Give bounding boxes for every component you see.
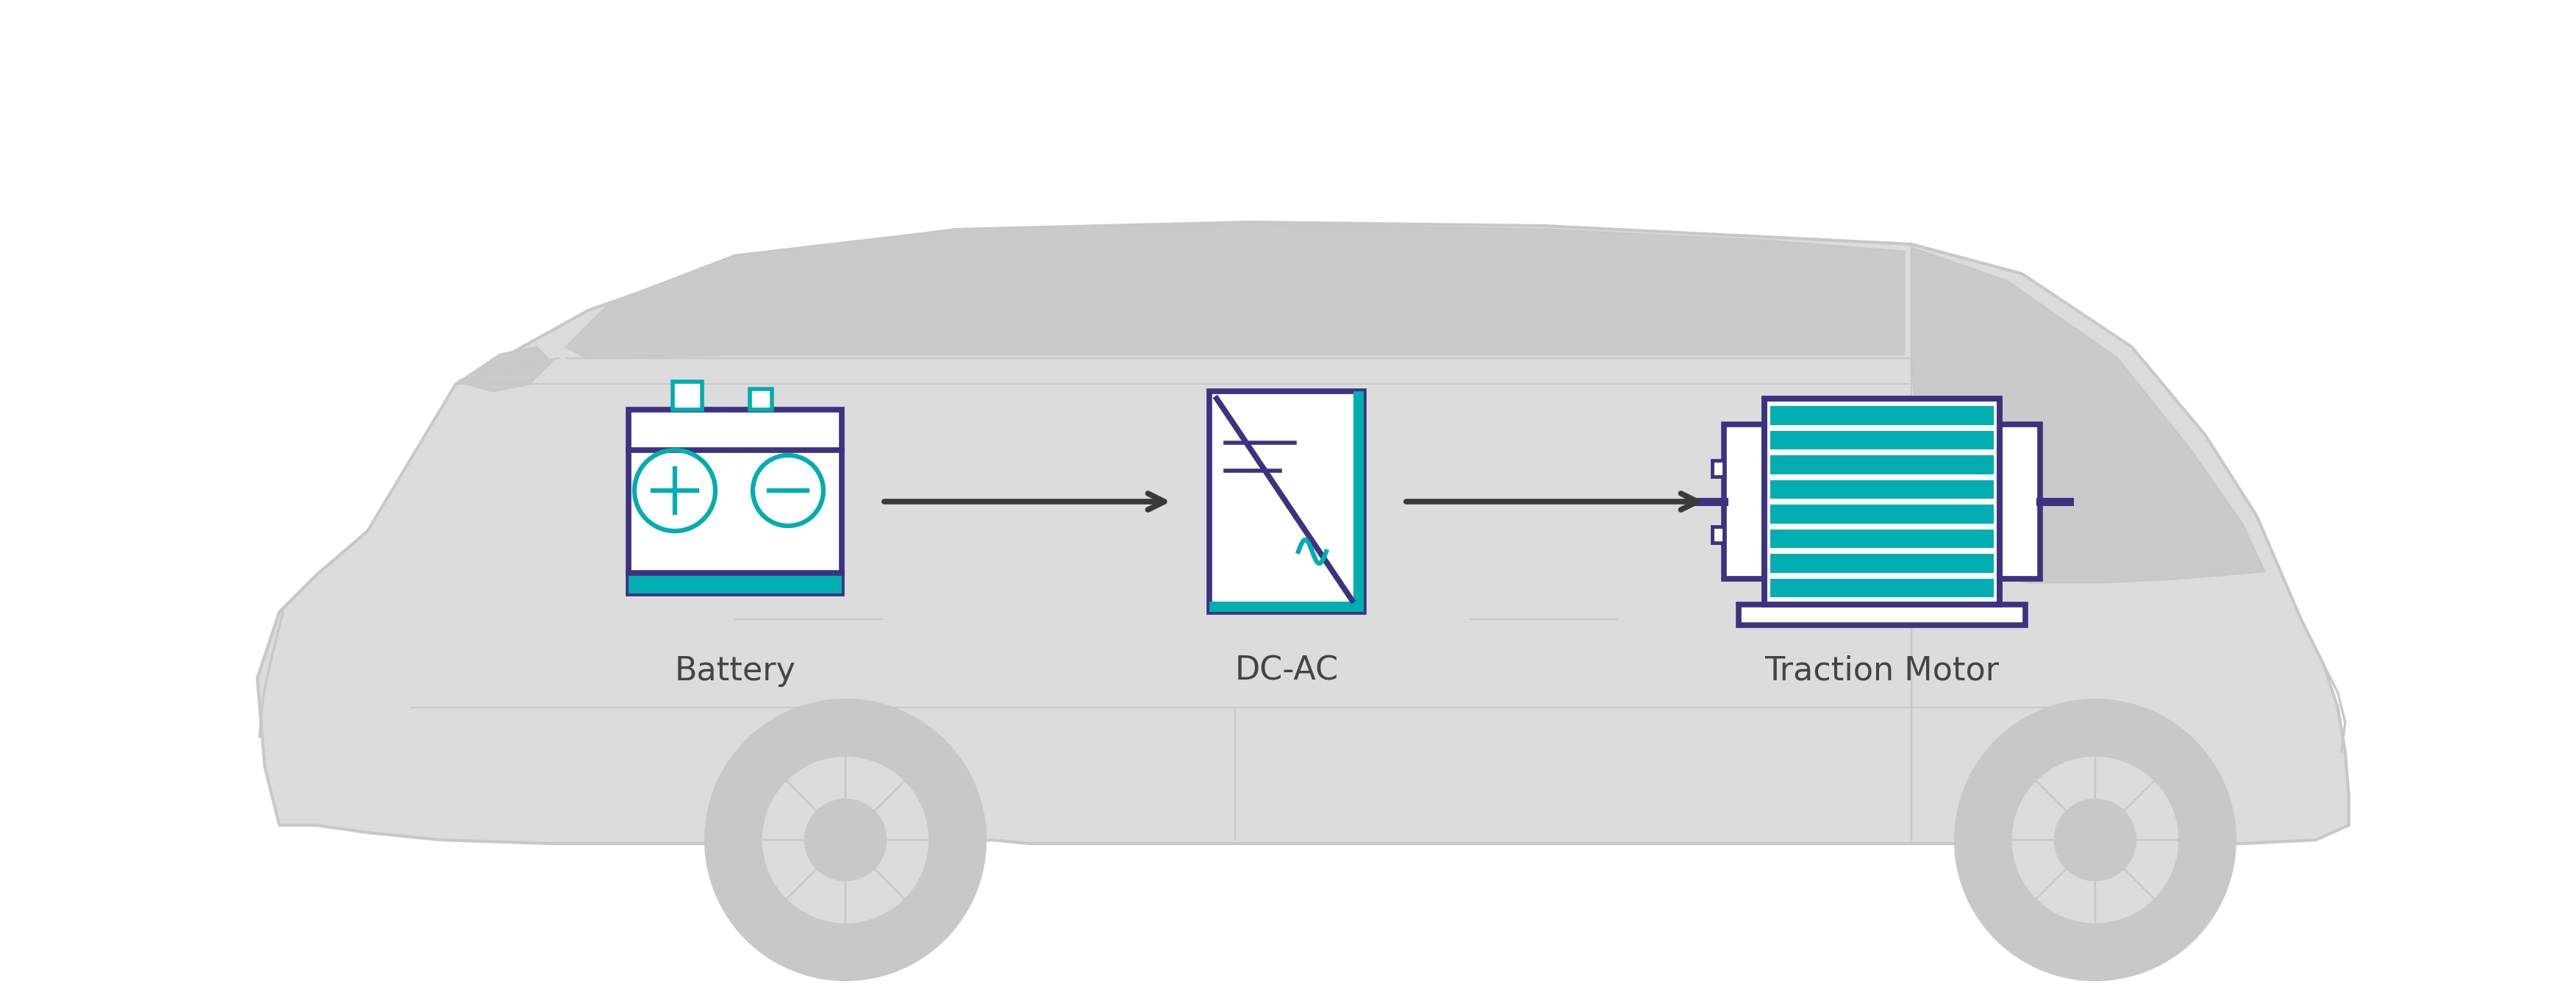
Circle shape	[804, 799, 886, 880]
FancyBboxPatch shape	[1739, 605, 2025, 625]
Polygon shape	[1911, 248, 2264, 582]
FancyBboxPatch shape	[629, 572, 842, 593]
FancyBboxPatch shape	[1770, 554, 1994, 572]
Polygon shape	[459, 347, 551, 391]
FancyBboxPatch shape	[1770, 578, 1994, 597]
FancyBboxPatch shape	[1770, 406, 1994, 424]
Text: Traction Motor: Traction Motor	[1765, 655, 1999, 687]
Circle shape	[2009, 755, 2179, 925]
FancyBboxPatch shape	[1352, 391, 1363, 612]
FancyBboxPatch shape	[1770, 529, 1994, 548]
FancyBboxPatch shape	[1770, 430, 1994, 449]
Circle shape	[2053, 799, 2136, 880]
FancyBboxPatch shape	[1770, 455, 1994, 474]
Text: DC-AC: DC-AC	[1234, 655, 1337, 687]
Circle shape	[706, 700, 984, 980]
FancyBboxPatch shape	[1208, 602, 1363, 612]
Circle shape	[1955, 700, 2233, 980]
FancyBboxPatch shape	[750, 389, 773, 410]
FancyBboxPatch shape	[629, 410, 842, 593]
Polygon shape	[258, 222, 2349, 844]
Circle shape	[760, 755, 930, 925]
FancyBboxPatch shape	[1770, 504, 1994, 523]
FancyBboxPatch shape	[1770, 480, 1994, 498]
FancyBboxPatch shape	[1208, 391, 1363, 612]
FancyBboxPatch shape	[1710, 460, 1723, 477]
FancyBboxPatch shape	[1723, 424, 1765, 578]
FancyBboxPatch shape	[1765, 399, 1999, 605]
FancyBboxPatch shape	[672, 382, 701, 410]
Text: Battery: Battery	[675, 655, 796, 687]
Polygon shape	[567, 224, 1904, 358]
FancyBboxPatch shape	[1710, 527, 1723, 543]
FancyBboxPatch shape	[1999, 424, 2040, 578]
